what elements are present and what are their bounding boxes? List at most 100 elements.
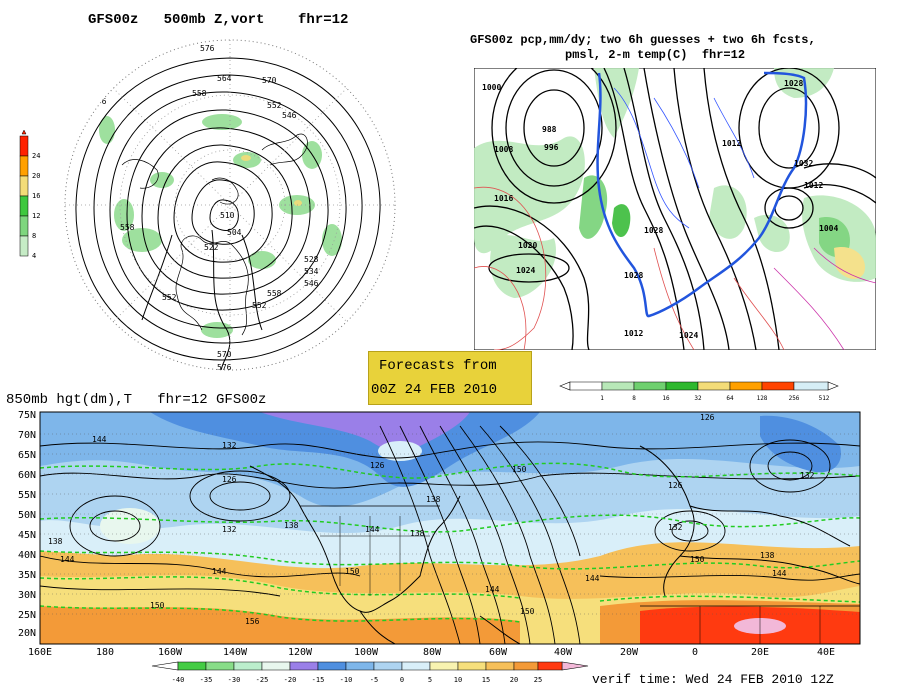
isobar-label: 996 xyxy=(544,143,559,152)
colorbar-tick-label: 16 xyxy=(662,395,670,402)
graticule xyxy=(40,433,860,615)
isobar-label: 1004 xyxy=(819,224,838,233)
lon-label: 20W xyxy=(620,647,639,656)
lat-label: 65N xyxy=(18,450,36,461)
colorbar-swatch xyxy=(205,661,235,671)
height-label: 150 xyxy=(690,555,705,564)
isobars xyxy=(474,68,876,350)
colorbar-tick-label: 10 xyxy=(454,676,462,684)
height-label: 144 xyxy=(60,555,75,564)
contour-label: 564 xyxy=(217,74,232,83)
height-label: 138 xyxy=(284,521,299,530)
lat-label: 50N xyxy=(18,510,36,521)
temperature-contours xyxy=(474,87,876,350)
colorbar-swatch xyxy=(19,195,29,217)
map-frame xyxy=(39,411,861,645)
colorbar-swatch xyxy=(19,235,29,257)
isobar-label: 1024 xyxy=(679,331,698,340)
colorbar-tick-label: 12 xyxy=(32,212,40,220)
height-label: 144 xyxy=(485,585,500,594)
lat-label: 25N xyxy=(18,610,36,621)
colorbar-tick-label: 512 xyxy=(819,395,830,402)
colorbar-tick-label: 1 xyxy=(600,395,604,402)
panel-850mb-map: 144 132 126 138 150 156 144 150 138 132 … xyxy=(18,410,861,656)
colorbar-swatch xyxy=(485,661,515,671)
colorbar-swatch xyxy=(19,175,29,197)
height-label: 138 xyxy=(48,537,63,546)
height-label: 138 xyxy=(760,551,775,560)
panel-500mb-title: GFS00z 500mb Z,vort fhr=12 xyxy=(88,12,349,28)
isobar-label: 988 xyxy=(542,125,557,134)
colorbar-tick-label: -10 xyxy=(340,676,353,684)
colorbar-tick-label: -30 xyxy=(228,676,241,684)
freezing-line xyxy=(596,71,808,318)
contour-label: 552 xyxy=(252,301,267,310)
contour-label: 534 xyxy=(304,267,319,276)
colorbar-tick-label: -25 xyxy=(256,676,269,684)
colorbar-swatch xyxy=(537,661,563,671)
temp-contours-850 xyxy=(40,462,860,623)
lat-label: 45N xyxy=(18,530,36,541)
lon-label: 60W xyxy=(489,647,508,656)
contour-label: 510 xyxy=(220,211,235,220)
colorbar-tick-label: 256 xyxy=(789,395,800,402)
contour-label: 570 xyxy=(217,350,232,359)
lat-label: 55N xyxy=(18,490,36,501)
colorbar-swatch xyxy=(633,381,667,391)
panel-500mb-map: 576 564 570 576 558 552 546 510 522 528 … xyxy=(64,39,396,371)
colorbar-tick-label: -40 xyxy=(172,676,185,684)
temp-island-pacific xyxy=(100,508,160,544)
colorbar-tick-label: 16 xyxy=(32,192,40,200)
isobar-label-group: 1000 988 996 1008 1016 1020 1024 1028 10… xyxy=(482,79,838,340)
colorbar-tick-label: 0 xyxy=(400,676,404,684)
temp-island-hudson xyxy=(378,441,422,461)
lon-label: 20E xyxy=(751,647,769,656)
verif-time: verif time: Wed 24 FEB 2010 12Z xyxy=(592,672,834,687)
height-label: 132 xyxy=(800,471,815,480)
contour-label: 528 xyxy=(304,255,319,264)
colorbar-swatch xyxy=(345,661,375,671)
isobar-label: 1012 xyxy=(722,139,741,148)
isobar-label: 1028 xyxy=(624,271,643,280)
coastlines xyxy=(121,133,308,336)
contour-label: 558 xyxy=(120,223,135,232)
colorbar-swatch xyxy=(401,661,431,671)
lat-label: 20N xyxy=(18,628,36,639)
height-label: 144 xyxy=(585,574,600,583)
colorbar-tick-label: 64 xyxy=(726,395,734,402)
lat-label: 35N xyxy=(18,570,36,581)
height-label: 150 xyxy=(345,567,360,576)
contour-label: 558 xyxy=(267,289,282,298)
isobar-label: 1008 xyxy=(494,145,513,154)
forecast-badge: Forecasts from 00Z 24 FEB 2010 xyxy=(368,351,532,405)
isobar-label: 1012 xyxy=(804,181,823,190)
height-label: 126 xyxy=(222,475,237,484)
colorbar-swatch xyxy=(19,155,29,177)
contour-label: 558 xyxy=(192,89,207,98)
height-label: 144 xyxy=(772,569,787,578)
contour-label: 546 xyxy=(304,279,319,288)
panel-precip-colorbar: 1 8 16 32 64 128 256 512 xyxy=(559,381,839,402)
height-label-group: 144 132 126 138 150 156 144 150 138 132 … xyxy=(48,413,815,626)
height-label: 132 xyxy=(222,441,237,450)
temp-band-europe-cold xyxy=(760,415,841,473)
lon-label: 140W xyxy=(223,647,248,656)
contour-label: 522 xyxy=(204,243,219,252)
colorbar-swatch xyxy=(233,661,263,671)
forecast-badge-line1: Forecasts from xyxy=(379,358,497,374)
colorbar-swatch xyxy=(429,661,459,671)
colorbar-tick-label: 4 xyxy=(32,252,36,260)
height-label: 144 xyxy=(365,525,380,534)
panel-precip-title-line1: GFS00z pcp,mm/dy; two 6h guesses + two 6… xyxy=(470,33,816,47)
lon-label: 80W xyxy=(423,647,442,656)
colorbar-swatch xyxy=(601,381,635,391)
colorbar-swatch xyxy=(457,661,487,671)
height-label: 156 xyxy=(245,617,260,626)
lon-label: 120W xyxy=(288,647,313,656)
longitude-axis: 160E 180 160W 140W 120W 100W 80W 60W 40W… xyxy=(28,647,835,656)
colorbar-tick-label: -15 xyxy=(312,676,325,684)
colorbar-tick-label: 8 xyxy=(632,395,636,402)
colorbar-tick-label: 24 xyxy=(32,152,40,160)
colorbar-tick-label: 5 xyxy=(428,676,432,684)
height-label: 144 xyxy=(92,435,107,444)
